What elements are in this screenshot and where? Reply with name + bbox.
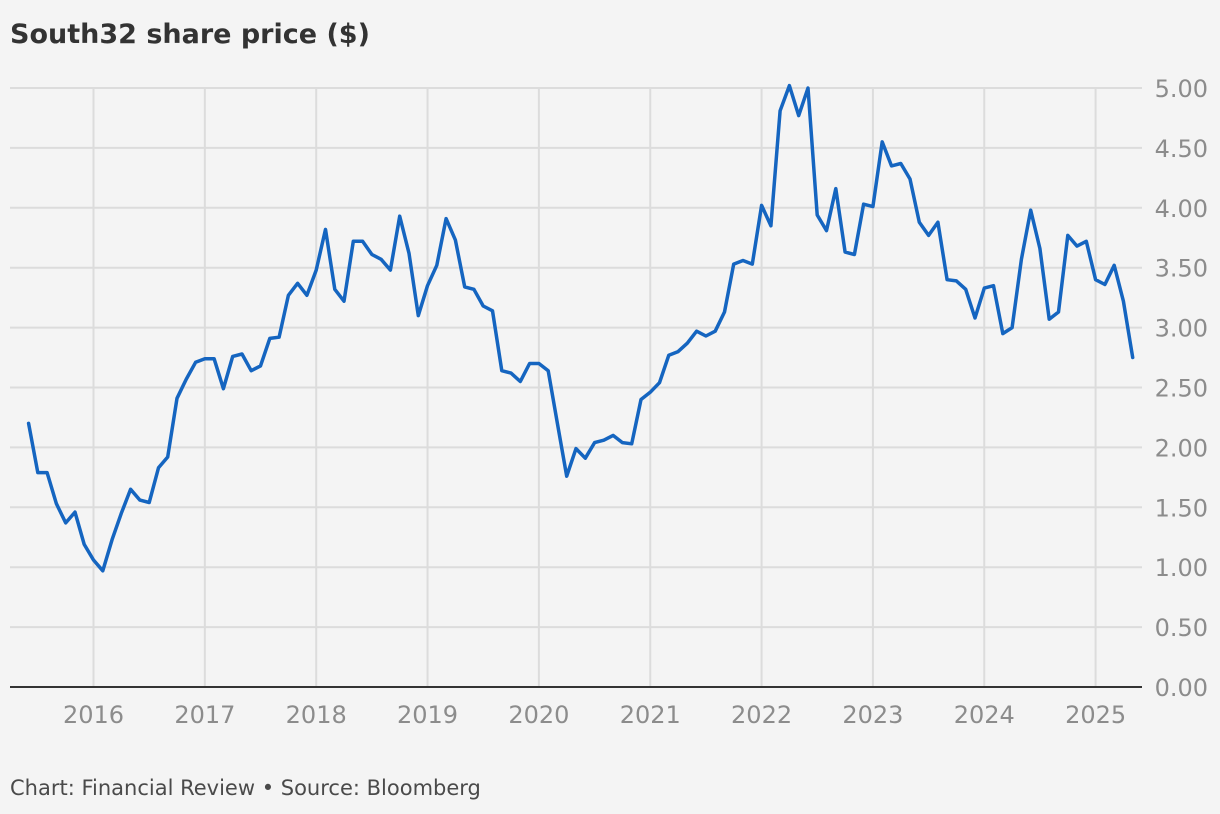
y-tick-label: 4.00 [1155, 195, 1208, 223]
x-tick-label: 2016 [63, 701, 124, 729]
x-tick-label: 2018 [286, 701, 347, 729]
y-tick-label: 2.50 [1155, 375, 1208, 403]
y-tick-label: 5.00 [1155, 75, 1208, 103]
y-axis-tick-labels: 0.00 0.50 1.00 1.50 2.00 2.50 3.00 3.50 4.00 4.50… [1155, 75, 1208, 702]
chart-title: South32 share price ($) [10, 19, 370, 50]
share-price-line [26, 83, 1135, 573]
x-tick-label: 2024 [954, 701, 1015, 729]
y-tick-label: 0.50 [1155, 614, 1208, 642]
y-tick-label: 3.50 [1155, 255, 1208, 283]
x-axis-tick-labels: 2016 2017 2018 2019 2020 2021 2022 2023 2024 2025 [63, 701, 1126, 729]
x-tick-label: 2023 [842, 701, 903, 729]
x-tick-label: 2021 [620, 701, 681, 729]
x-tick-label: 2020 [508, 701, 569, 729]
y-tick-label: 0.00 [1155, 674, 1208, 702]
x-tick-label: 2019 [397, 701, 458, 729]
chart-credit: Chart: Financial Review • Source: Bloomb… [10, 776, 481, 800]
y-tick-label: 2.00 [1155, 434, 1208, 462]
y-tick-label: 4.50 [1155, 135, 1208, 163]
y-tick-label: 3.00 [1155, 315, 1208, 343]
horizontal-gridlines [10, 87, 1142, 629]
x-tick-label: 2022 [731, 701, 792, 729]
y-tick-label: 1.00 [1155, 554, 1208, 582]
x-tick-label: 2025 [1065, 701, 1126, 729]
x-tick-label: 2017 [174, 701, 235, 729]
y-tick-label: 1.50 [1155, 494, 1208, 522]
